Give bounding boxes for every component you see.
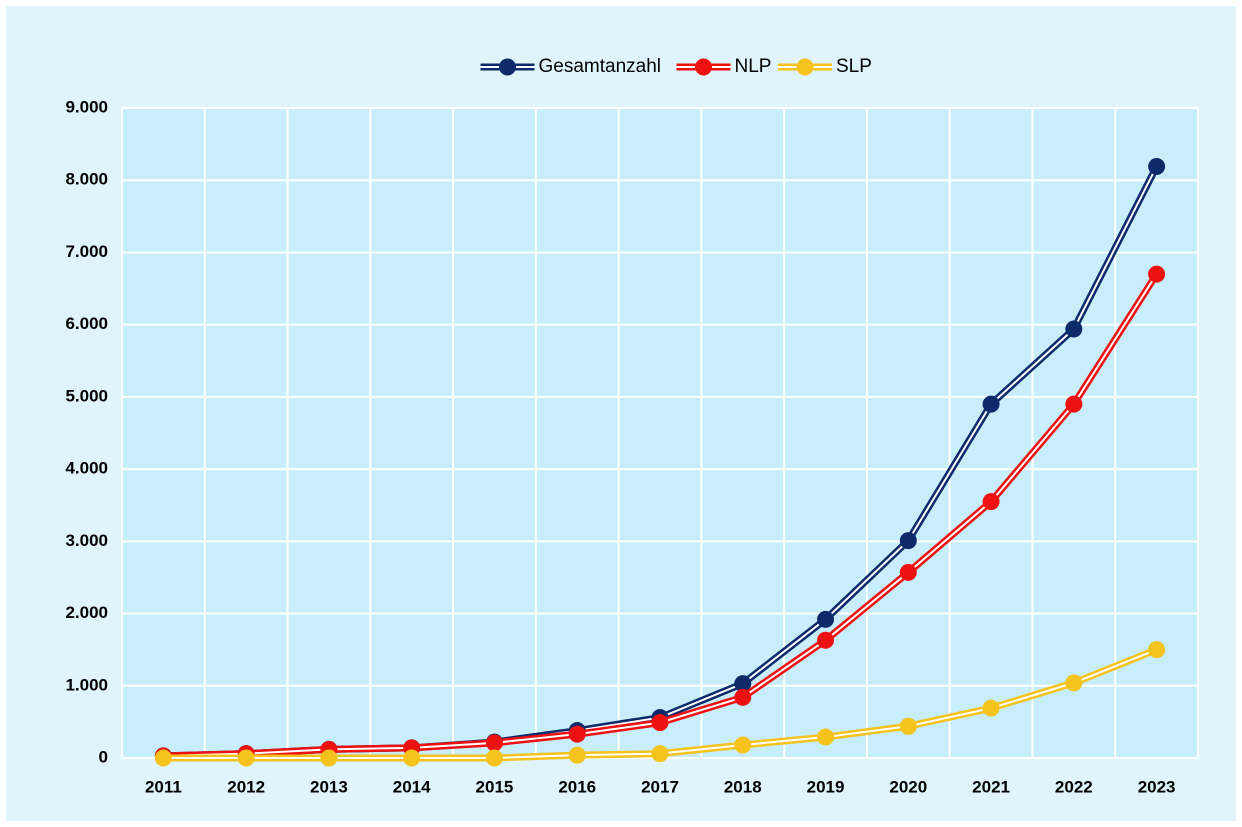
data-point: [982, 395, 1000, 413]
data-point: [568, 746, 586, 764]
data-point: [403, 749, 421, 767]
data-point: [651, 714, 669, 732]
data-point: [154, 749, 172, 767]
data-point: [817, 631, 835, 649]
data-point: [237, 749, 255, 767]
x-tick-label: 2019: [807, 777, 845, 796]
y-tick-label: 9.000: [65, 97, 108, 116]
data-point: [982, 699, 1000, 717]
data-point: [1148, 265, 1166, 283]
data-point: [1148, 158, 1166, 175]
data-point: [734, 688, 752, 706]
y-tick-label: 2.000: [65, 603, 108, 622]
x-tick-label: 2015: [476, 777, 514, 796]
x-tick-label: 2022: [1055, 777, 1093, 796]
x-tick-label: 2012: [227, 777, 265, 796]
x-tick-label: 2016: [558, 777, 596, 796]
x-tick-label: 2011: [145, 777, 182, 796]
y-tick-label: 4.000: [65, 459, 108, 478]
data-point: [485, 749, 503, 767]
data-point: [1148, 641, 1166, 659]
y-tick-label: 8.000: [65, 170, 108, 189]
y-tick-label: 6.000: [65, 314, 108, 333]
data-point: [485, 734, 503, 752]
data-point: [899, 717, 917, 735]
x-tick-label: 2018: [724, 777, 762, 796]
data-point: [982, 493, 1000, 511]
data-point: [1065, 320, 1083, 338]
data-point: [899, 532, 917, 550]
data-point: [651, 745, 669, 763]
legend-marker: [695, 58, 712, 76]
legend-label: SLP: [836, 56, 872, 77]
plot-area: [122, 108, 1198, 758]
data-point: [817, 610, 835, 628]
legend-label: Gesamtanzahl: [539, 56, 662, 77]
data-point: [320, 749, 338, 767]
data-point: [734, 675, 752, 693]
legend-marker: [796, 58, 814, 76]
y-tick-label: 3.000: [65, 531, 108, 550]
y-tick-label: 7.000: [65, 242, 108, 261]
data-point: [568, 725, 586, 743]
x-tick-label: 2021: [972, 777, 1010, 796]
x-tick-label: 2020: [889, 777, 927, 796]
data-point: [899, 563, 917, 581]
legend-marker: [499, 58, 516, 76]
y-tick-label: 5.000: [65, 386, 108, 405]
data-point: [1065, 674, 1083, 692]
y-tick-label: 0: [99, 747, 108, 766]
data-point: [734, 736, 752, 754]
x-tick-label: 2014: [393, 777, 431, 796]
x-tick-label: 2023: [1138, 777, 1176, 796]
x-tick-label: 2013: [310, 777, 348, 796]
legend-label: NLP: [735, 56, 772, 77]
data-point: [817, 728, 835, 746]
x-tick-label: 2017: [641, 777, 679, 796]
y-tick-label: 1.000: [65, 675, 108, 694]
data-point: [1065, 395, 1083, 413]
